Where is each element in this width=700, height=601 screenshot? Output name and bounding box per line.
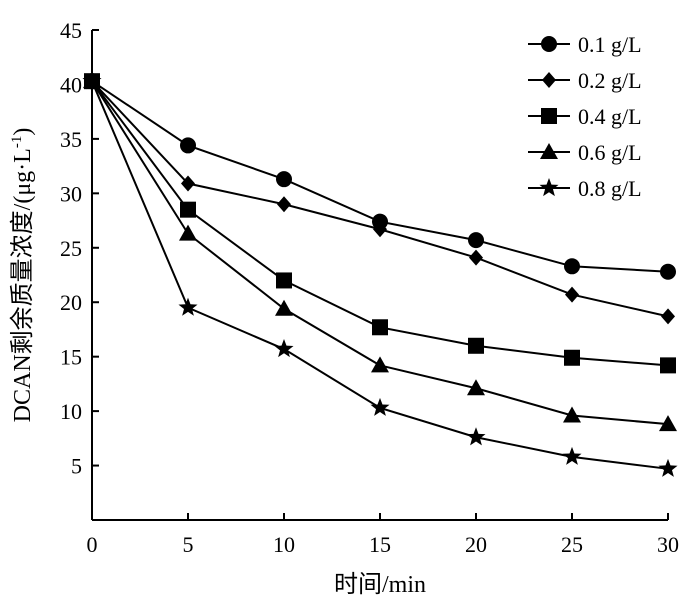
data-point-diamond-20 [469, 249, 483, 266]
y-tick-label-45: 45 [60, 18, 82, 43]
data-point-diamond-30 [661, 308, 675, 325]
data-point-star-5 [178, 297, 198, 316]
y-tick-label-10: 10 [60, 399, 82, 424]
legend-label-triangle: 0.6 g/L [578, 140, 642, 165]
data-point-star-25 [562, 446, 582, 465]
data-point-circle-5 [180, 137, 196, 154]
legend-marker-square [541, 108, 557, 124]
series-group [82, 71, 678, 477]
data-point-triangle-20 [467, 379, 485, 396]
legend-label-diamond: 0.2 g/L [578, 68, 642, 93]
x-tick-label-10: 10 [273, 532, 295, 557]
data-point-circle-20 [468, 232, 484, 249]
x-tick-label-25: 25 [561, 532, 583, 557]
series-star [82, 71, 678, 477]
data-point-star-30 [658, 458, 678, 477]
data-point-star-20 [466, 427, 486, 446]
x-tick-label-5: 5 [183, 532, 194, 557]
series-diamond [85, 73, 675, 325]
data-point-star-0 [82, 71, 102, 90]
y-tick-label-15: 15 [60, 345, 82, 370]
legend-item-circle: 0.1 g/L [528, 32, 642, 57]
data-point-square-10 [276, 272, 292, 289]
x-tick-label-20: 20 [465, 532, 487, 557]
y-tick-label-20: 20 [60, 290, 82, 315]
legend: 0.1 g/L 0.2 g/L 0.4 g/L 0.6 g/L 0.8 g/L [528, 32, 642, 201]
y-tick-label-30: 30 [60, 181, 82, 206]
y-tick-label-35: 35 [60, 127, 82, 152]
data-point-diamond-15 [373, 221, 387, 238]
legend-marker-star [539, 178, 559, 197]
y-axis-title-main: DCAN剩余质量浓度/(μg·L [9, 148, 36, 422]
y-axis-title-close: ) [10, 128, 36, 136]
data-point-triangle-10 [275, 299, 293, 316]
data-point-triangle-30 [659, 415, 677, 432]
data-point-square-15 [372, 319, 388, 336]
y-axis-title-sup: -1 [9, 136, 25, 149]
data-point-circle-25 [564, 258, 580, 275]
x-axis-title: 时间/min [334, 571, 426, 598]
data-point-triangle-5 [179, 224, 197, 241]
data-point-diamond-10 [277, 196, 291, 213]
legend-item-diamond: 0.2 g/L [528, 68, 642, 93]
data-point-square-20 [468, 337, 484, 354]
series-line-triangle [91, 80, 669, 426]
y-tick-label-5: 5 [71, 454, 82, 479]
data-point-square-30 [660, 357, 676, 374]
y-axis-title: DCAN剩余质量浓度/(μg·L-1) [9, 128, 36, 423]
legend-item-star: 0.8 g/L [528, 176, 642, 201]
data-point-square-25 [564, 349, 580, 366]
data-point-square-5 [180, 201, 196, 218]
series-circle [84, 73, 676, 280]
data-point-star-10 [274, 339, 294, 358]
legend-item-triangle: 0.6 g/L [528, 140, 642, 165]
y-tick-label-40: 40 [60, 72, 82, 97]
series-triangle [83, 72, 677, 432]
legend-marker-diamond [542, 72, 556, 88]
x-tick-label-30: 30 [657, 532, 679, 557]
legend-label-star: 0.8 g/L [578, 176, 642, 201]
x-tick-label-0: 0 [87, 532, 98, 557]
legend-marker-circle [541, 36, 557, 52]
legend-label-square: 0.4 g/L [578, 104, 642, 129]
data-point-circle-30 [660, 263, 676, 280]
ticks: 0 5 10 15 20 25 30 5 10 15 20 25 30 35 40 45 [60, 18, 679, 557]
data-point-triangle-25 [563, 406, 581, 423]
legend-item-square: 0.4 g/L [528, 104, 642, 129]
y-tick-label-25: 25 [60, 236, 82, 261]
data-point-diamond-5 [181, 175, 195, 192]
data-point-triangle-15 [371, 356, 389, 373]
data-point-diamond-25 [565, 286, 579, 303]
legend-label-circle: 0.1 g/L [578, 32, 642, 57]
data-point-star-15 [370, 397, 390, 416]
legend-marker-triangle [540, 143, 558, 159]
x-tick-label-15: 15 [369, 532, 391, 557]
data-point-circle-10 [276, 171, 292, 188]
